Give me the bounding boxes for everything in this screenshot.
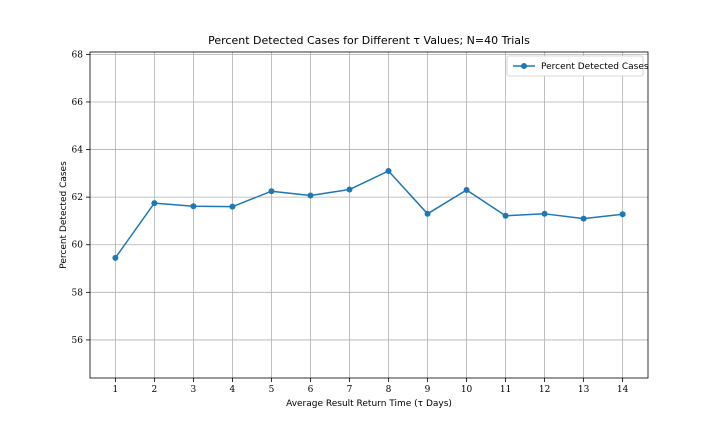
data-point <box>190 203 197 210</box>
y-tick-label: 56 <box>72 336 84 346</box>
x-tick-label: 12 <box>539 385 550 395</box>
y-tick-label: 68 <box>72 50 84 60</box>
y-tick-label: 60 <box>72 241 84 251</box>
data-point <box>502 212 509 219</box>
data-point <box>346 186 353 193</box>
x-tick-label: 5 <box>269 385 275 395</box>
data-point <box>229 203 236 210</box>
data-point <box>424 210 431 217</box>
data-point <box>619 211 626 218</box>
chart-title: Percent Detected Cases for Different τ V… <box>208 34 530 47</box>
x-tick-label: 3 <box>191 385 197 395</box>
series-layer <box>112 167 626 261</box>
plot-frame <box>89 51 649 379</box>
legend-label: Percent Detected Cases <box>541 62 649 72</box>
x-tick-label: 13 <box>578 385 590 395</box>
data-point <box>268 188 275 195</box>
data-point <box>151 200 158 207</box>
data-point <box>385 167 392 174</box>
data-point <box>307 192 314 199</box>
y-tick-label: 58 <box>72 288 84 298</box>
x-tick-label: 2 <box>152 385 158 395</box>
x-tick-label: 10 <box>461 385 473 395</box>
x-tick-label: 9 <box>425 385 431 395</box>
x-tick-label: 8 <box>386 385 392 395</box>
data-point <box>463 187 470 194</box>
y-tick-label: 62 <box>72 193 83 203</box>
data-point <box>580 215 587 222</box>
x-tick-label: 11 <box>500 385 511 395</box>
x-tick-label: 7 <box>347 385 353 395</box>
data-point <box>112 254 119 261</box>
x-tick-label: 14 <box>617 385 629 395</box>
series-line <box>114 170 623 259</box>
y-axis-label: Percent Detected Cases <box>59 161 69 269</box>
y-tick-label: 64 <box>72 146 84 156</box>
data-point <box>541 210 548 217</box>
legend-marker-swatch <box>521 63 527 69</box>
x-axis-label: Average Result Return Time (τ Days) <box>286 399 452 409</box>
legend: Percent Detected Cases <box>506 55 649 77</box>
x-tick-label: 4 <box>230 385 236 395</box>
legend-box <box>506 55 644 77</box>
x-tick-label: 6 <box>308 385 314 395</box>
x-tick-label: 1 <box>112 385 118 395</box>
y-tick-label: 66 <box>72 98 84 108</box>
